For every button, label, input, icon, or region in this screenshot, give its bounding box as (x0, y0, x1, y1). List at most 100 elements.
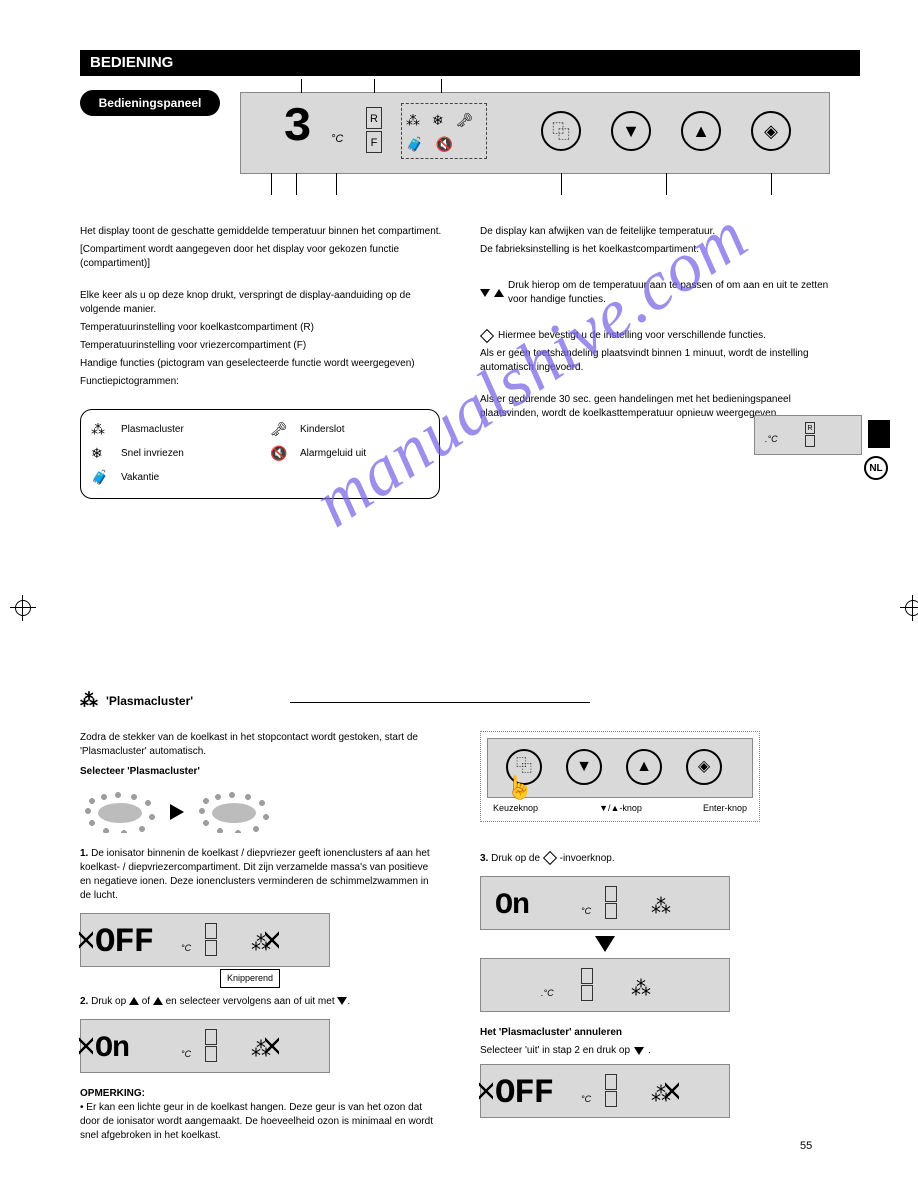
lcd-off-flashing: OFF °C ⁂ (80, 913, 330, 967)
key-icon: 🗝 (456, 112, 474, 129)
lcd-segment: OFF (95, 920, 153, 968)
mute-icon: 🔇 (435, 136, 452, 153)
temperature-unit: °C (581, 905, 591, 918)
control-panel-small: ⿻ ▼ ▲ ◈ ☝ (487, 738, 753, 798)
lcd-on-flashing: On °C ⁂ (80, 1019, 330, 1073)
body-text: Handige functies (pictogram van geselect… (80, 357, 450, 371)
note-heading: OPMERKING: (80, 1087, 440, 1101)
triangle-down-icon (634, 1047, 644, 1055)
lcd-segment: On (495, 885, 529, 927)
step-number: 3. (480, 853, 488, 864)
body-text: Als er geen toetshandeling plaatsvindt b… (480, 347, 850, 375)
page-edge-tab (868, 420, 890, 448)
body-text: [Compartiment wordt aangegeven door het … (80, 243, 450, 271)
legend-label: Plasmacluster (121, 423, 184, 437)
temperature-unit: °C (581, 1093, 591, 1106)
arrow-down-icon (595, 936, 615, 952)
button-label: Keuzeknop (493, 802, 538, 815)
compartment-indicator: R F (366, 107, 386, 155)
diamond-icon (480, 329, 494, 343)
legend-label: Vakantie (121, 471, 159, 485)
up-glyph: ▲ (636, 756, 652, 778)
compartment-f: F (366, 131, 382, 153)
triangle-up-icon (129, 997, 139, 1005)
enter-button[interactable]: ◈ (686, 749, 722, 785)
enter-glyph: ◈ (764, 121, 778, 142)
body-text: De fabrieksinstelling is het koelkastcom… (480, 243, 850, 257)
compartment-f (805, 435, 815, 447)
body-text: • Er kan een lichte geur in de koelkast … (80, 1101, 440, 1143)
plasmacluster-icon: ⁂ (651, 893, 671, 921)
compartment-r: R (805, 422, 815, 434)
body-text: Druk op (91, 996, 129, 1007)
function-icons-box: ⁂ ❄ 🗝 🧳 🔇 (401, 103, 487, 159)
divider (290, 702, 590, 703)
legend-row: 🔇Alarmgeluid uit (270, 442, 429, 466)
suitcase-icon: 🧳 (406, 136, 423, 153)
lcd-blank: .°C ⁂ (480, 958, 730, 1012)
button-label: Enter-knop (703, 802, 747, 815)
legend-label: Snel invriezen (121, 447, 184, 461)
select-button[interactable]: ⿻ (541, 111, 581, 151)
callout-tick (561, 173, 562, 195)
temperature-unit: °C (331, 133, 343, 145)
page-number: 55 (800, 1140, 812, 1152)
callout-tick (271, 173, 272, 195)
up-button[interactable]: ▲ (681, 111, 721, 151)
plasmacluster-section: ⁂ 'Plasmacluster' Zodra de stekker van d… (80, 690, 860, 1143)
section-header: BEDIENING (80, 50, 860, 76)
temperature-unit: .°C (765, 434, 778, 444)
right-block: ⿻ ▼ ▲ ◈ ☝ Keuzeknop ▼/▲-knop Enter-knop … (480, 731, 850, 1143)
body-text: Druk hierop om de temperatuur aan te pas… (508, 279, 850, 307)
triangle-down-icon (337, 997, 347, 1005)
left-column: Het display toont de geschatte gemiddeld… (80, 225, 450, 499)
panel-thumbnail: .°C R (754, 415, 862, 455)
language-badge: NL (864, 456, 888, 480)
body-text: en selecteer vervolgens aan of uit met (166, 996, 338, 1007)
callout-tick (336, 173, 337, 195)
left-block: Zodra de stekker van de koelkast in het … (80, 731, 440, 1143)
snowflake-icon: ❄ (432, 112, 444, 129)
triangle-up-icon (494, 289, 504, 297)
body-text: Functiepictogrammen: (80, 375, 450, 389)
plasmacluster-icon: ⁂ (406, 112, 420, 129)
body-text: Hiermee bevestigt u de instelling voor v… (498, 329, 766, 343)
callout-tick (296, 173, 297, 195)
callout-bubble: Knipperend (220, 969, 280, 988)
cluster-illustration (80, 787, 440, 837)
body-text: Selecteer 'uit' in stap 2 en druk op (480, 1044, 630, 1058)
down-button[interactable]: ▼ (566, 749, 602, 785)
step-number: 2. (80, 996, 88, 1007)
enter-button[interactable]: ◈ (751, 111, 791, 151)
plasmacluster-icon: ⁂ (651, 1081, 671, 1109)
triangle-up-icon (153, 997, 163, 1005)
down-button[interactable]: ▼ (611, 111, 651, 151)
up-glyph: ▲ (692, 121, 710, 142)
temperature-display: 3 (283, 101, 309, 155)
functions-legend-box: ⁂Plasmacluster ❄Snel invriezen 🧳Vakantie… (80, 409, 440, 499)
callout-tick (771, 173, 772, 195)
diamond-icon (543, 851, 557, 865)
body-text: Temperatuurinstelling voor koelkastcompa… (80, 321, 450, 335)
plasmacluster-icon: ⁂ (80, 690, 98, 711)
down-glyph: ▼ (622, 121, 640, 142)
crop-mark (10, 595, 36, 621)
plasmacluster-icon: ⁂ (251, 1036, 271, 1064)
up-button[interactable]: ▲ (626, 749, 662, 785)
legend-row: ⁂ Plasmacluster (91, 418, 250, 442)
lcd-on: On °C ⁂ (480, 876, 730, 930)
plasmacluster-icon: ⁂ (91, 420, 113, 440)
crop-mark (900, 595, 918, 621)
select-glyph: ⿻ (552, 118, 570, 144)
key-icon: 🗝 (270, 420, 292, 440)
body-text: Het display toont de geschatte gemiddeld… (80, 225, 450, 239)
body-text: Zodra de stekker van de koelkast in het … (80, 731, 440, 759)
ion-cluster-before (80, 787, 160, 837)
legend-row: ❄Snel invriezen (91, 442, 250, 466)
body-text: Hiermee bevestigt u de instelling voor v… (480, 329, 850, 343)
lcd-segment: OFF (495, 1071, 553, 1119)
compartment-indicator: R (805, 422, 815, 448)
subsection-pill: Bedieningspaneel (80, 90, 220, 116)
down-glyph: ▼ (576, 756, 592, 778)
button-label: ▼/▲-knop (599, 802, 642, 815)
